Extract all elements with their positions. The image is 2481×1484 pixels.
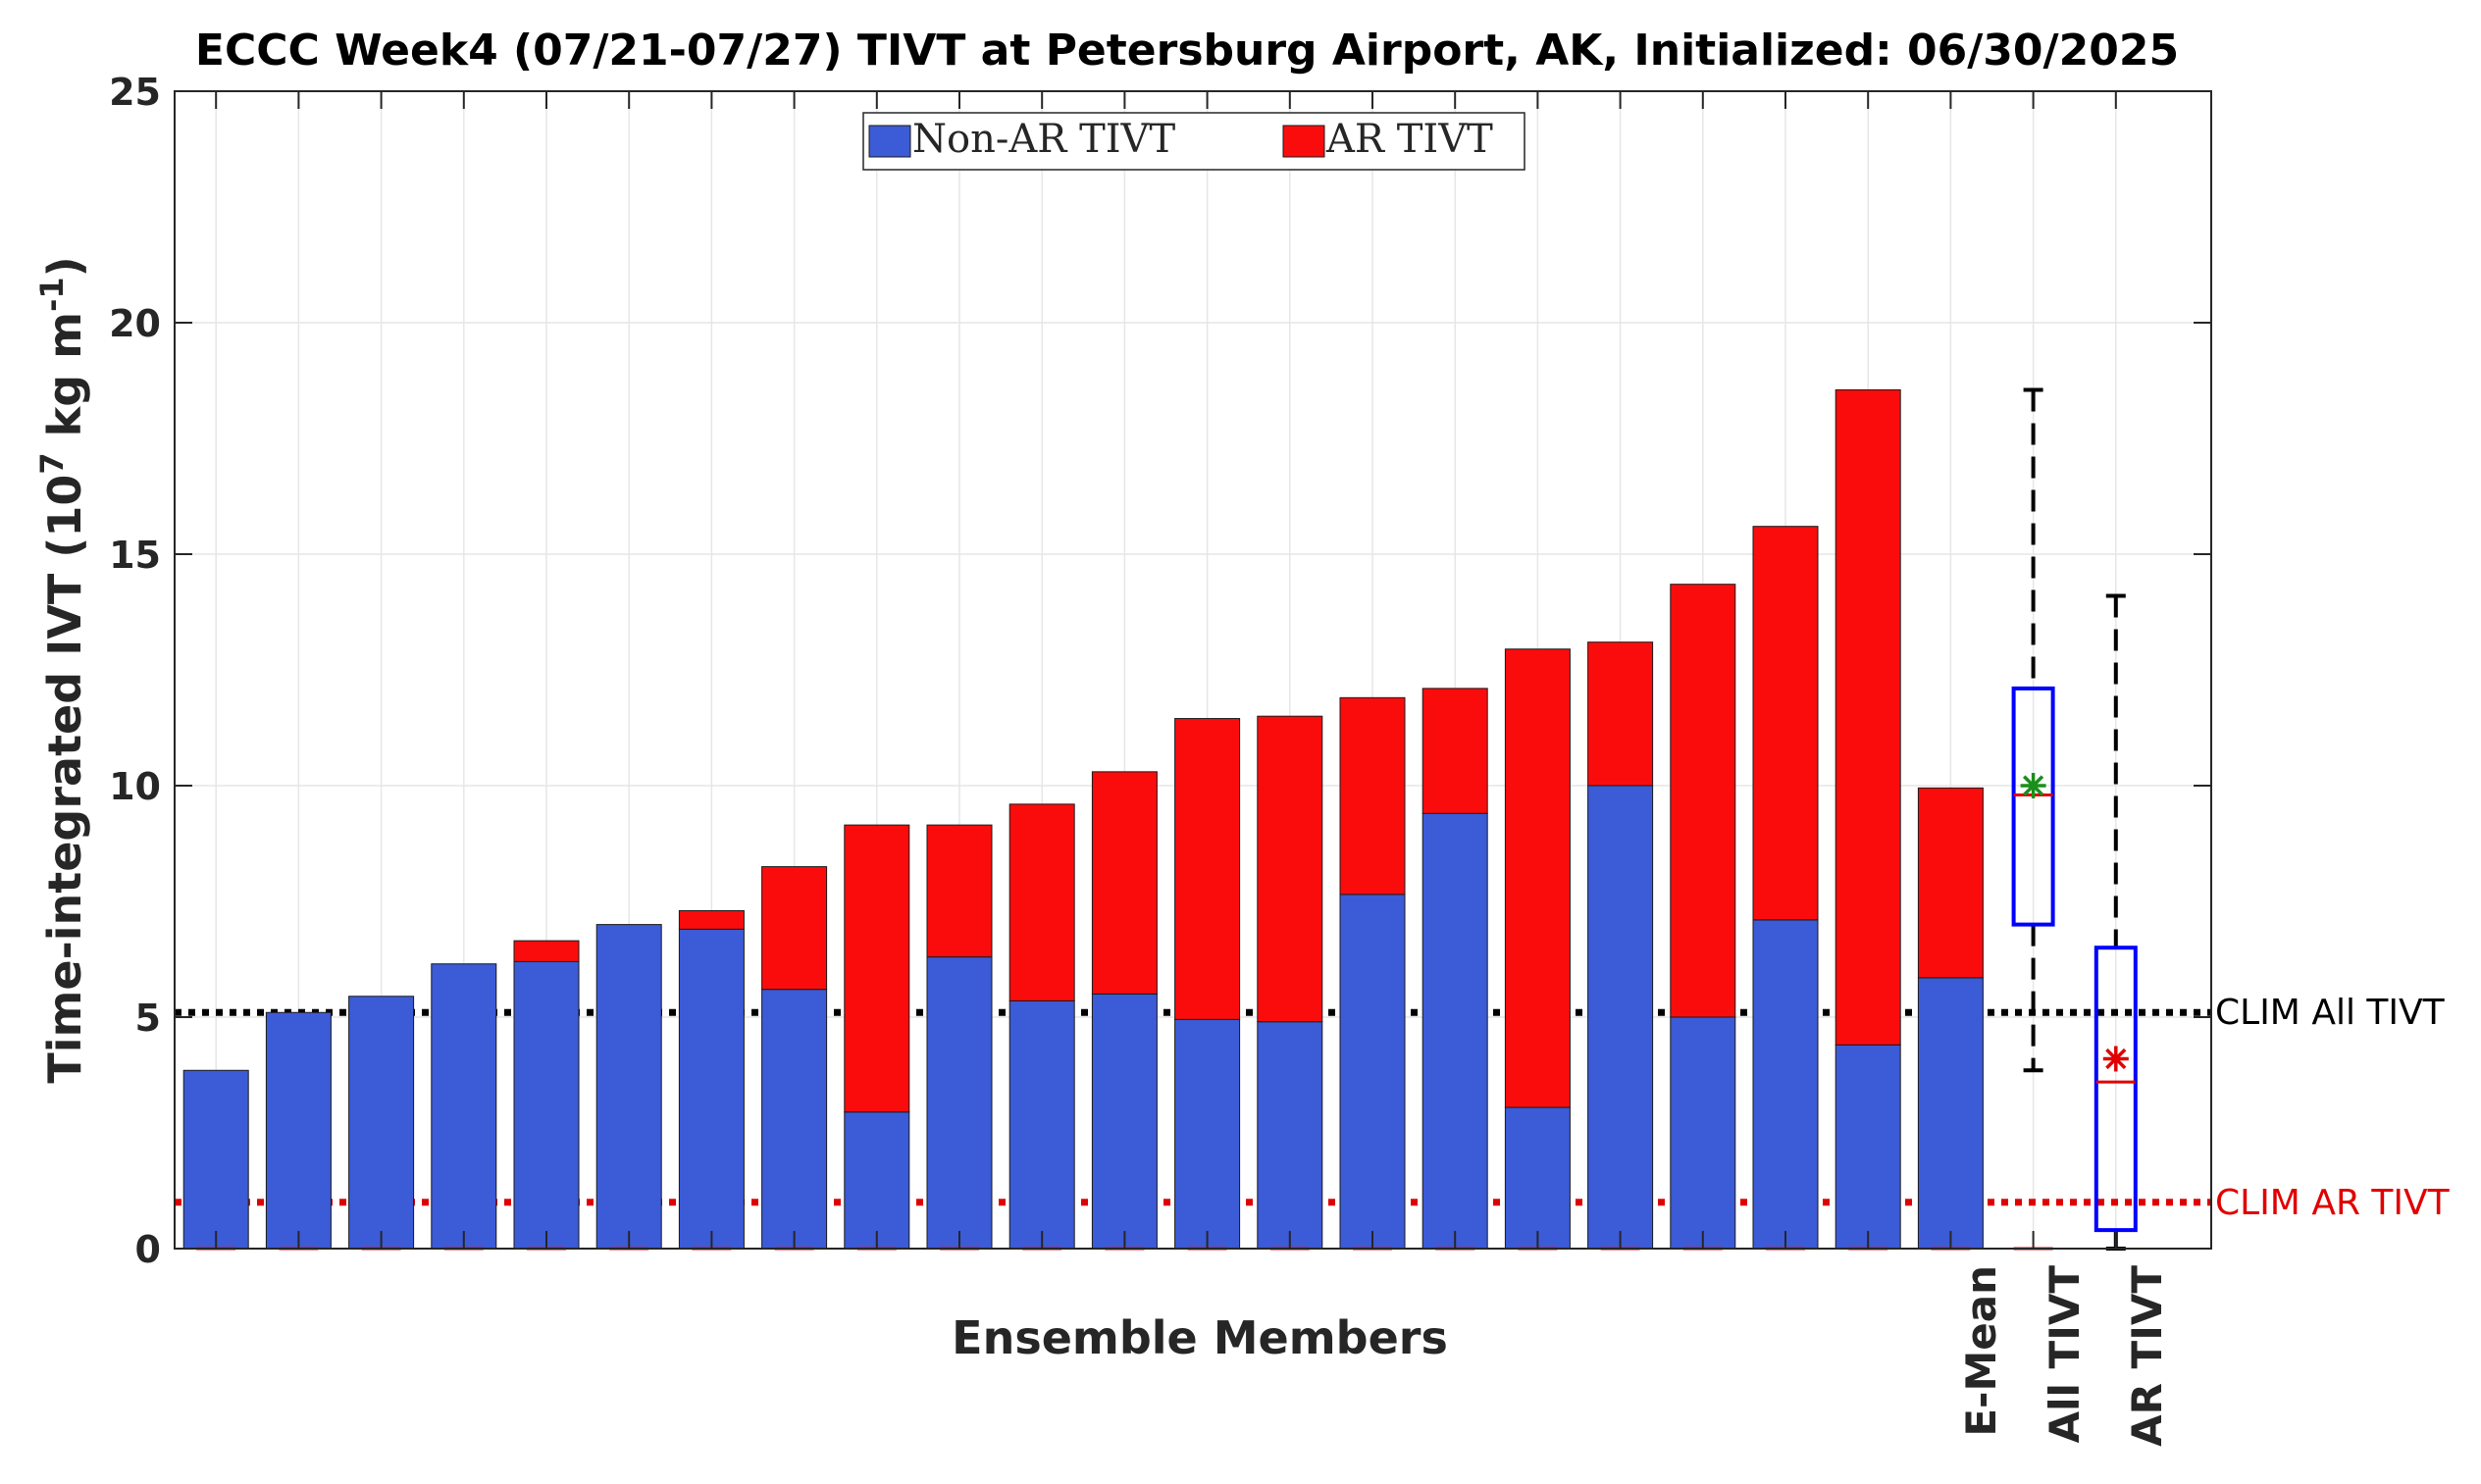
bar-ar-13 bbox=[1257, 715, 1323, 1023]
bar-ar-15 bbox=[1421, 688, 1488, 814]
legend: Non-AR TIVT AR TIVT bbox=[862, 112, 1525, 171]
bar-non-ar-0 bbox=[182, 1069, 249, 1250]
bar-non-ar-4 bbox=[513, 960, 580, 1250]
bar-non-ar-12 bbox=[1174, 1018, 1241, 1250]
boxplot-box-1 bbox=[2093, 946, 2138, 1233]
bar-non-ar-7 bbox=[761, 989, 828, 1250]
y-tick-label-2: 10 bbox=[109, 765, 161, 808]
category-label-ar-tivt: AR TIVT bbox=[2123, 1265, 2171, 1447]
bar-ar-18 bbox=[1670, 584, 1736, 1018]
bar-non-ar-18 bbox=[1670, 1016, 1736, 1250]
bar-ar-7 bbox=[761, 866, 828, 991]
bar-ar-20 bbox=[1835, 388, 1901, 1046]
y-axis-label-main: Time-integrated IVT (10 bbox=[38, 475, 91, 1084]
boxplots bbox=[2011, 387, 2138, 1251]
bar-ar-9 bbox=[926, 824, 993, 958]
legend-box bbox=[862, 112, 1525, 171]
legend-swatch-non-ar bbox=[868, 125, 911, 158]
bar-ar-16 bbox=[1504, 648, 1571, 1108]
bar-ar-8 bbox=[844, 824, 910, 1113]
bar-ar-10 bbox=[1008, 803, 1075, 1001]
y-tick-label-5: 25 bbox=[109, 71, 161, 114]
bar-ar-6 bbox=[678, 909, 745, 930]
bar-non-ar-15 bbox=[1421, 812, 1488, 1250]
reference-label-clim-all: CLIM All TIVT bbox=[2215, 993, 2446, 1033]
category-label-all-tivt: All TIVT bbox=[2041, 1265, 2089, 1444]
y-tick-label-3: 15 bbox=[109, 534, 161, 577]
legend-label-ar: AR TIVT bbox=[1325, 117, 1493, 162]
bar-non-ar-11 bbox=[1091, 993, 1158, 1250]
bar-non-ar-21 bbox=[1917, 977, 1984, 1250]
category-label-emean: E-Mean bbox=[1957, 1265, 2005, 1437]
bar-ar-11 bbox=[1091, 771, 1158, 995]
bar-ar-21 bbox=[1917, 787, 1984, 979]
bar-non-ar-9 bbox=[926, 956, 993, 1250]
bar-non-ar-10 bbox=[1008, 999, 1075, 1250]
bar-non-ar-19 bbox=[1752, 919, 1819, 1250]
y-axis-label: Time-integrated IVT (107 kg m-1) bbox=[33, 256, 91, 1083]
bar-non-ar-8 bbox=[844, 1111, 910, 1250]
bar-ar-14 bbox=[1339, 696, 1406, 896]
bar-ar-19 bbox=[1752, 526, 1819, 921]
legend-label-non-ar: Non-AR TIVT bbox=[912, 117, 1175, 162]
bar-ar-12 bbox=[1174, 718, 1241, 1020]
bar-non-ar-16 bbox=[1504, 1106, 1571, 1250]
bar-non-ar-17 bbox=[1587, 785, 1654, 1250]
y-tick-label-4: 20 bbox=[109, 302, 161, 345]
boxplot-mean-marker-1-3 bbox=[2105, 1048, 2127, 1070]
bar-non-ar-1 bbox=[265, 1011, 332, 1250]
boxplot-mean-marker-0-3 bbox=[2023, 775, 2044, 796]
bars bbox=[182, 388, 1984, 1251]
y-axis-label-exponent: 7 bbox=[33, 452, 71, 474]
y-axis-label-exponent-2: -1 bbox=[33, 277, 71, 312]
bar-non-ar-2 bbox=[348, 996, 415, 1250]
boxplot-box-0 bbox=[2011, 686, 2055, 927]
bar-ar-4 bbox=[513, 940, 580, 962]
bar-non-ar-20 bbox=[1835, 1044, 1901, 1250]
bar-non-ar-13 bbox=[1257, 1021, 1323, 1250]
x-axis-label: Ensemble Members bbox=[952, 1311, 1448, 1364]
y-tick-label-1: 5 bbox=[135, 997, 161, 1040]
bar-non-ar-6 bbox=[678, 928, 745, 1250]
legend-swatch-ar bbox=[1282, 125, 1325, 158]
bar-non-ar-5 bbox=[595, 924, 662, 1250]
y-axis-label-close: ) bbox=[38, 256, 91, 277]
y-axis-ticks: 0 5 10 15 20 25 bbox=[109, 71, 2211, 1271]
plot-area-frame bbox=[174, 90, 2212, 1250]
reference-label-clim-ar: CLIM AR TIVT bbox=[2215, 1183, 2451, 1223]
bar-non-ar-14 bbox=[1339, 894, 1406, 1250]
y-axis-label-units: kg m bbox=[38, 312, 91, 452]
y-tick-label-0: 0 bbox=[135, 1228, 161, 1271]
chart-title: ECCC Week4 (07/21-07/27) TIVT at Petersb… bbox=[195, 26, 2179, 76]
bar-non-ar-3 bbox=[431, 963, 497, 1250]
bar-ar-17 bbox=[1587, 641, 1654, 787]
